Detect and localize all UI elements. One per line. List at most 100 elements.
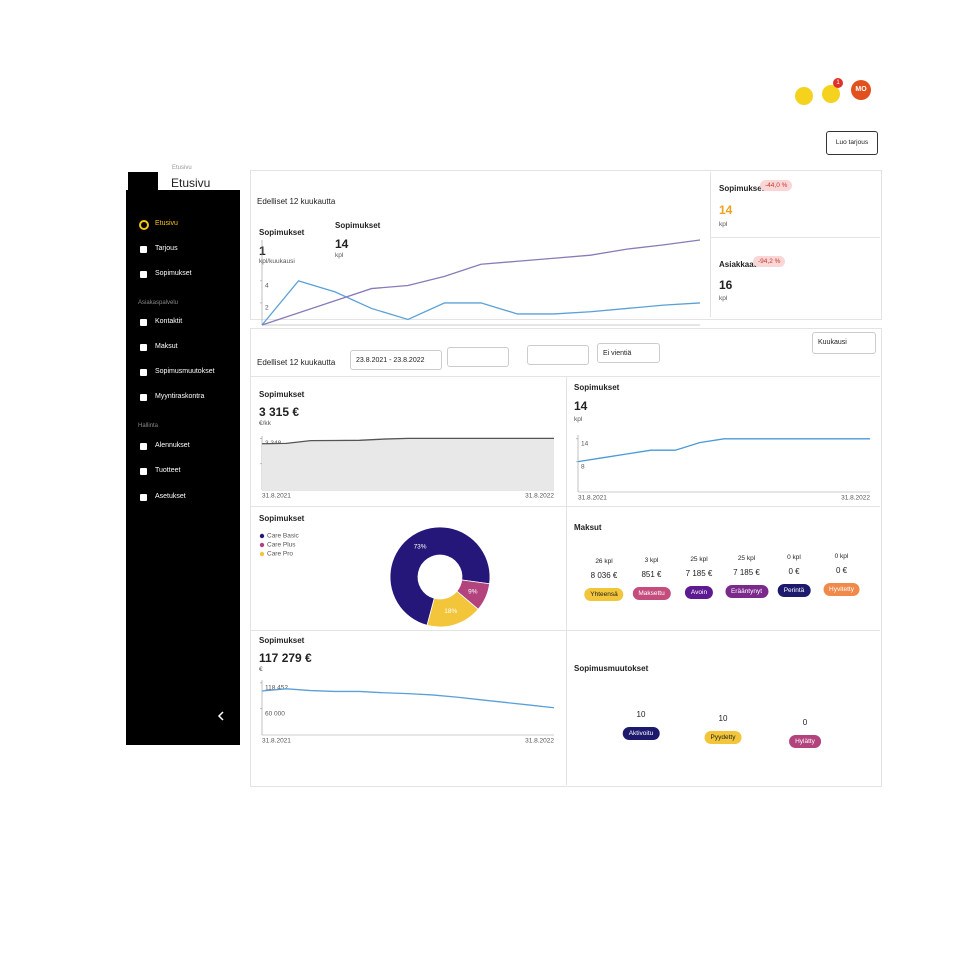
x-label: 31.8.2021 [262,738,291,745]
avatar[interactable]: MO [851,80,871,100]
nav-icon [140,319,147,326]
slice-label: 73% [414,544,427,551]
line [577,438,870,463]
change-count: 10 [718,714,728,723]
date-range[interactable]: 23.8.2021 - 23.8.2022 [350,350,442,370]
slice-label: 9% [468,588,478,595]
x-label: 31.8.2021 [262,493,291,500]
nav-item[interactable]: Kontaktit [155,318,183,325]
nav-icon [140,394,147,401]
payment-status: Maksettu [632,587,671,600]
donut-slice [426,590,479,628]
sidebar [126,190,240,745]
nav-icon [140,369,147,376]
kpi-unit: kpl [335,252,344,259]
x-label: 31.8.2022 [525,493,554,500]
payment-amount: 851 € [641,570,662,579]
card-title: Sopimukset [574,383,620,392]
line [261,239,701,326]
kpi-value: 1 [259,244,266,258]
nav-item[interactable]: Asetukset [155,493,186,500]
create-offer-button[interactable]: Luo tarjous [826,131,878,155]
nav-item[interactable]: Myyntiraskontra [155,393,205,400]
overview-panel [250,170,882,320]
legend-dot [259,542,265,548]
card-value: 3 315 € [259,405,300,419]
payment-status: Erääntynyt [724,585,769,598]
card-value: 117 279 € [259,651,312,665]
legend-label: Care Basic [267,533,300,540]
line [261,280,701,326]
nav-section: Asiakaspalvelu [138,300,179,306]
kpi-title: Sopimukset [259,228,305,237]
side-kpi-value: 16 [719,278,733,292]
nav-icon [140,443,147,450]
legend-label: Care Plus [267,542,296,549]
notification-badge: 1 [833,78,843,88]
change-count: 10 [636,710,646,719]
card-title: Sopimukset [259,514,305,523]
period-select[interactable]: Edelliset 12 kuukautta [257,358,336,367]
chat-button[interactable] [795,87,813,105]
y-tick-label: 14 [581,441,589,448]
logo [128,172,158,190]
side-kpi-value: 14 [719,203,733,217]
payment-amount: 7 185 € [685,569,713,578]
nav-item[interactable]: Maksut [155,343,178,350]
side-kpi-title: Asiakkaat [719,260,757,269]
nav-item[interactable]: Alennukset [155,442,190,449]
nav-icon [140,246,147,253]
nav-section: Hallinta [138,423,159,429]
payment-status: Perintä [777,584,811,597]
grid-line-h [250,376,880,377]
nav-item[interactable]: Etusivu [155,220,178,227]
legend-dot [259,551,265,557]
nav-item[interactable]: Sopimusmuutokset [155,368,215,375]
export-select[interactable]: Ei vientiä [597,343,660,363]
filter-select[interactable] [527,345,589,365]
payment-status: Avoin [684,586,714,599]
breadcrumb: Etusivu [172,165,192,171]
nav-icon [140,344,147,351]
notifications-button[interactable] [822,85,840,103]
x-label: 31.8.2022 [525,738,554,745]
nav-icon [140,468,147,475]
interval-select[interactable]: Kuukausi [812,332,876,354]
value-chart: 118 452 60 000 31.8.2021 31.8.2022 [260,680,555,745]
payment-status: Yhteensä [584,588,624,601]
side-kpi-unit: kpl [719,221,728,228]
payment-count: 3 kpl [644,557,659,564]
period-select[interactable]: Edelliset 12 kuukautta [257,197,336,206]
legend-dot [259,533,265,539]
y-tick-label: 8 [581,463,585,470]
payment-amount: 0 € [835,566,848,575]
nav-item[interactable]: Tuotteet [155,467,181,474]
card-title: Sopimukset [259,636,305,645]
divider [711,237,880,238]
filter-select[interactable] [447,347,509,367]
products-chart: Care Basic Care Plus Care Pro 73% 9% 18% [259,526,491,628]
grid-line-h [250,630,880,631]
line [261,688,555,709]
card-value: 14 [574,399,588,413]
nav-icon [140,494,147,501]
payment-count: 0 kpl [834,553,849,560]
payment-count: 25 kpl [737,555,756,562]
change-badge: -94,2 % [753,256,786,267]
change-status: Aktivoitu [622,727,660,740]
change-status: Pyydetty [704,731,742,744]
slice-label: 18% [444,608,457,615]
nav-icon [140,271,147,278]
x-label: 31.8.2021 [578,495,607,502]
card-unit: kpl [574,416,583,423]
nav-item[interactable]: Tarjous [155,245,178,252]
payment-count: 26 kpl [595,558,613,565]
nav-item[interactable]: Sopimukset [155,270,192,277]
legend-label: Care Pro [267,551,293,558]
side-kpi-unit: kpl [719,295,728,302]
payment-status: Hyvitetty [823,583,860,596]
collapse-button[interactable] [216,710,226,722]
payment-amount: 7 185 € [733,568,760,577]
